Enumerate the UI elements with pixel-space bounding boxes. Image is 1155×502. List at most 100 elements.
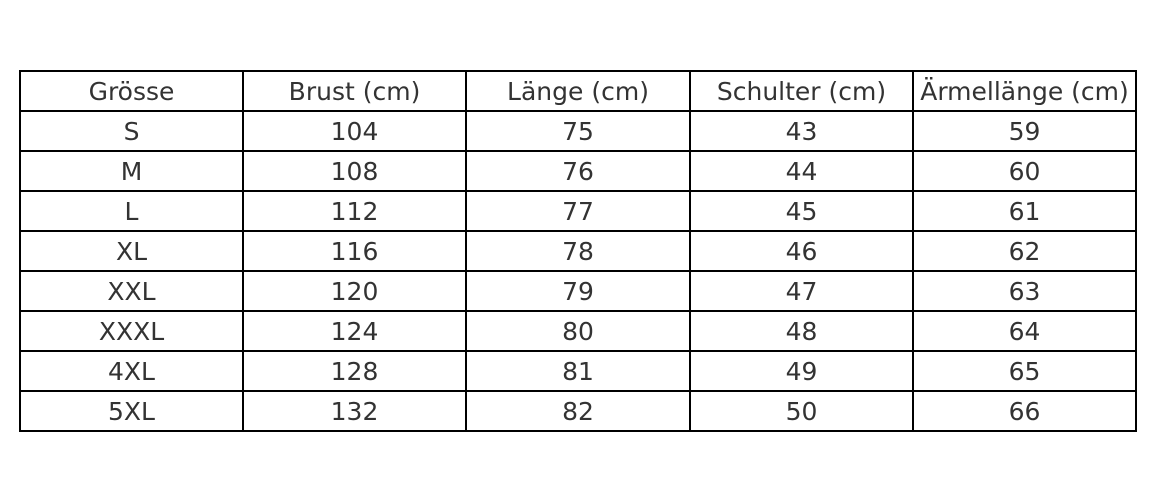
table-cell: 116 xyxy=(243,231,466,271)
table-cell-text: 47 xyxy=(785,276,818,306)
row-divider xyxy=(19,230,1137,232)
header-cell: Länge (cm) xyxy=(466,71,690,111)
table-cell: 66 xyxy=(913,391,1136,431)
table-cell-text: 77 xyxy=(562,196,594,226)
table-cell: XXL xyxy=(20,271,243,311)
row-divider xyxy=(19,70,1137,72)
table-cell-text: S xyxy=(123,116,140,146)
table-cell-text: L xyxy=(124,196,139,226)
table-cell-text: 128 xyxy=(330,356,379,386)
table-cell-text: 82 xyxy=(562,396,594,426)
table-cell-text: 45 xyxy=(785,196,818,226)
table-cell: XL xyxy=(20,231,243,271)
table-cell: L xyxy=(20,191,243,231)
table-cell: 112 xyxy=(243,191,466,231)
table-cell: 77 xyxy=(466,191,690,231)
column-divider xyxy=(465,70,467,432)
row-divider xyxy=(19,350,1137,352)
table-cell: 82 xyxy=(466,391,690,431)
table-cell-text: 79 xyxy=(562,276,594,306)
header-cell: Ärmellänge (cm) xyxy=(913,71,1136,111)
column-divider xyxy=(1135,70,1137,432)
table-cell: S xyxy=(20,111,243,151)
table-cell-text: 66 xyxy=(1008,396,1041,426)
table-cell-text: 124 xyxy=(330,316,379,346)
table-cell-text: 116 xyxy=(330,236,379,266)
table-cell: 48 xyxy=(690,311,913,351)
header-cell-text: Ärmellänge (cm) xyxy=(920,76,1129,106)
header-cell-text: Brust (cm) xyxy=(288,76,421,106)
table-cell: 76 xyxy=(466,151,690,191)
column-divider xyxy=(242,70,244,432)
table-cell: 128 xyxy=(243,351,466,391)
column-divider xyxy=(19,70,21,432)
table-cell: 43 xyxy=(690,111,913,151)
table-cell: M xyxy=(20,151,243,191)
row-divider xyxy=(19,430,1137,432)
table-cell-text: 49 xyxy=(785,356,818,386)
table-cell: 47 xyxy=(690,271,913,311)
table-cell-text: 46 xyxy=(785,236,818,266)
row-divider xyxy=(19,190,1137,192)
table-cell-text: 112 xyxy=(330,196,379,226)
table-cell-text: 48 xyxy=(785,316,818,346)
table-cell-text: 80 xyxy=(562,316,594,346)
table-cell: 78 xyxy=(466,231,690,271)
table-cell-text: XL xyxy=(115,236,148,266)
table-cell: 45 xyxy=(690,191,913,231)
row-divider xyxy=(19,310,1137,312)
table-cell-text: XXL xyxy=(107,276,156,306)
table-cell: 79 xyxy=(466,271,690,311)
table-cell: 64 xyxy=(913,311,1136,351)
table-cell-text: 44 xyxy=(785,156,818,186)
column-divider xyxy=(689,70,691,432)
table-cell-text: 75 xyxy=(562,116,594,146)
table-cell-text: 108 xyxy=(330,156,379,186)
row-divider xyxy=(19,150,1137,152)
table-cell: 120 xyxy=(243,271,466,311)
table-cell: 46 xyxy=(690,231,913,271)
table-cell: 49 xyxy=(690,351,913,391)
table-cell: 59 xyxy=(913,111,1136,151)
header-cell: Brust (cm) xyxy=(243,71,466,111)
table-cell-text: 61 xyxy=(1008,196,1041,226)
table-cell-text: 60 xyxy=(1008,156,1041,186)
column-divider xyxy=(912,70,914,432)
table-cell: 104 xyxy=(243,111,466,151)
table-cell-text: 43 xyxy=(785,116,818,146)
table-cell-text: 132 xyxy=(330,396,379,426)
row-divider xyxy=(19,270,1137,272)
table-cell-text: M xyxy=(120,156,143,186)
table-cell-text: 62 xyxy=(1008,236,1041,266)
header-cell: Grösse xyxy=(20,71,243,111)
table-cell: 80 xyxy=(466,311,690,351)
table-cell: 124 xyxy=(243,311,466,351)
header-cell-text: Grösse xyxy=(88,76,175,106)
table-cell-text: 120 xyxy=(330,276,379,306)
table-cell-text: 76 xyxy=(562,156,594,186)
size-table: Grösse Brust (cm) Länge (cm) Schulter (cm) Ä… xyxy=(19,70,1137,432)
table-cell-text: XXXL xyxy=(98,316,165,346)
header-cell: Schulter (cm) xyxy=(690,71,913,111)
table-cell: 50 xyxy=(690,391,913,431)
table-cell: 5XL xyxy=(20,391,243,431)
table-cell: 61 xyxy=(913,191,1136,231)
table-cell-text: 81 xyxy=(562,356,594,386)
table-cell-text: 65 xyxy=(1008,356,1041,386)
table-cell-text: 50 xyxy=(785,396,818,426)
table-cell-text: 4XL xyxy=(108,356,155,386)
table-cell-text: 59 xyxy=(1008,116,1041,146)
table-cell-text: 104 xyxy=(330,116,379,146)
table-cell: 75 xyxy=(466,111,690,151)
table-cell-text: 64 xyxy=(1008,316,1041,346)
header-cell-text: Schulter (cm) xyxy=(716,76,887,106)
header-cell-text: Länge (cm) xyxy=(507,76,649,106)
table-cell: 60 xyxy=(913,151,1136,191)
table-cell: 44 xyxy=(690,151,913,191)
row-divider xyxy=(19,110,1137,112)
table-cell-text: 5XL xyxy=(108,396,155,426)
table-cell: 108 xyxy=(243,151,466,191)
table-cell-text: 63 xyxy=(1008,276,1041,306)
table-cell: 62 xyxy=(913,231,1136,271)
table-cell: 132 xyxy=(243,391,466,431)
